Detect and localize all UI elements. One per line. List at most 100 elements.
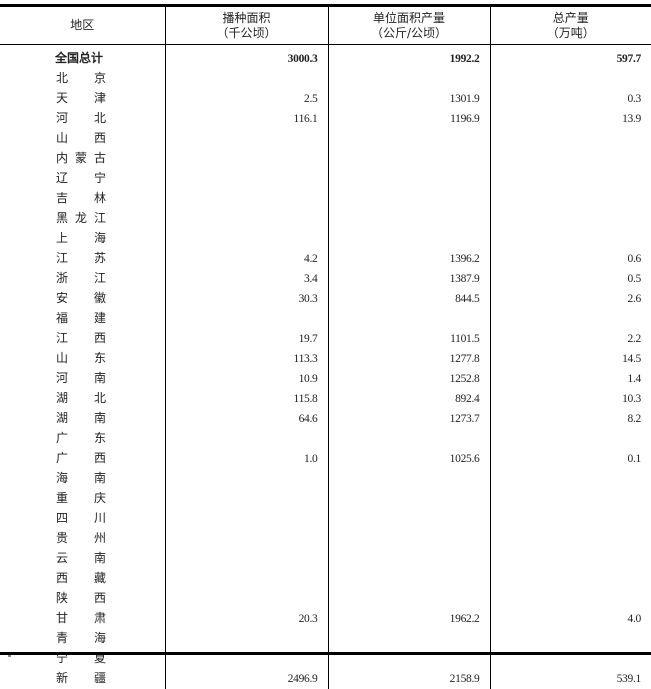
yield-cell [328,509,490,529]
area-cell: 19.7 [165,329,328,349]
yield-cell: 844.5 [328,289,490,309]
yield-cell: 1277.8 [328,349,490,369]
output-cell [490,589,651,609]
area-cell [165,549,328,569]
table-row: 四川 [0,509,651,529]
header-row: 地区 播种面积（千公顷） 单位面积产量（公斤/公顷） 总产量（万吨） [0,7,651,45]
yield-cell [328,489,490,509]
output-cell: 597.7 [490,45,651,70]
header-region-label: 地区 [70,18,94,32]
region-cell: 黑龙江 [0,209,165,229]
yield-cell [328,529,490,549]
region-cell: 甘肃 [0,609,165,629]
region-cell: 福建 [0,309,165,329]
region-name: 江西 [56,329,132,348]
header-area: 播种面积（千公顷） [165,7,328,45]
output-cell: 0.5 [490,269,651,289]
output-cell: 0.3 [490,89,651,109]
header-output: 总产量（万吨） [490,7,651,45]
table-row: 山西 [0,129,651,149]
output-cell: 539.1 [490,669,651,689]
output-cell [490,509,651,529]
region-name: 吉林 [56,189,132,208]
region-name: 陕西 [56,589,132,608]
yield-cell: 1301.9 [328,89,490,109]
area-cell [165,149,328,169]
region-cell: 云南 [0,549,165,569]
region-name: 安徽 [56,289,132,308]
region-name: 河南 [56,369,132,388]
region-cell: 湖南 [0,409,165,429]
area-cell [165,569,328,589]
table-row: 青海 [0,629,651,649]
output-cell: 2.6 [490,289,651,309]
header-yield: 单位面积产量（公斤/公顷） [328,7,490,45]
header-region: 地区 [0,7,165,45]
table-row: 吉林 [0,189,651,209]
region-cell: 江西 [0,329,165,349]
region-cell: 山东 [0,349,165,369]
area-cell: 20.3 [165,609,328,629]
yield-cell [328,589,490,609]
region-cell: 广东 [0,429,165,449]
region-name: 天津 [56,89,132,108]
region-name: 重庆 [56,489,132,508]
area-cell [165,469,328,489]
yield-cell: 1252.8 [328,369,490,389]
region-cell: 青海 [0,629,165,649]
yield-cell [328,149,490,169]
area-cell: 30.3 [165,289,328,309]
output-cell [490,429,651,449]
region-name: 北京 [56,69,132,88]
area-cell [165,589,328,609]
region-cell: 上海 [0,229,165,249]
area-cell [165,309,328,329]
header-area-unit: （千公顷） [166,26,328,41]
table-row: 辽宁 [0,169,651,189]
area-cell [165,189,328,209]
yield-cell [328,469,490,489]
yield-cell [328,129,490,149]
region-cell: 西藏 [0,569,165,589]
region-cell: 新疆 [0,669,165,689]
area-cell: 2496.9 [165,669,328,689]
yield-cell [328,569,490,589]
yield-cell [328,69,490,89]
area-cell [165,509,328,529]
output-cell: 8.2 [490,409,651,429]
output-cell [490,629,651,649]
table-row: 福建 [0,309,651,329]
region-name: 湖北 [56,389,132,408]
output-cell [490,149,651,169]
region-name: 全国总计 [55,51,103,65]
output-cell: 4.0 [490,609,651,629]
area-cell [165,69,328,89]
table-row: 广东 [0,429,651,449]
table-bottom-rule [0,652,651,655]
region-name: 广东 [56,429,132,448]
yield-cell: 1196.9 [328,109,490,129]
area-cell: 64.6 [165,409,328,429]
yield-cell: 1273.7 [328,409,490,429]
region-cell: 安徽 [0,289,165,309]
region-name: 山西 [56,129,132,148]
output-cell [490,489,651,509]
table-row: 西藏 [0,569,651,589]
region-cell: 重庆 [0,489,165,509]
region-name: 河北 [56,109,132,128]
region-cell: 浙江 [0,269,165,289]
area-cell [165,529,328,549]
yield-cell [328,429,490,449]
region-cell: 贵州 [0,529,165,549]
area-cell: 2.5 [165,89,328,109]
header-yield-unit: （公斤/公顷） [329,26,490,41]
region-cell: 山西 [0,129,165,149]
data-table: 地区 播种面积（千公顷） 单位面积产量（公斤/公顷） 总产量（万吨） 全国总计 3… [0,7,651,689]
area-cell [165,229,328,249]
